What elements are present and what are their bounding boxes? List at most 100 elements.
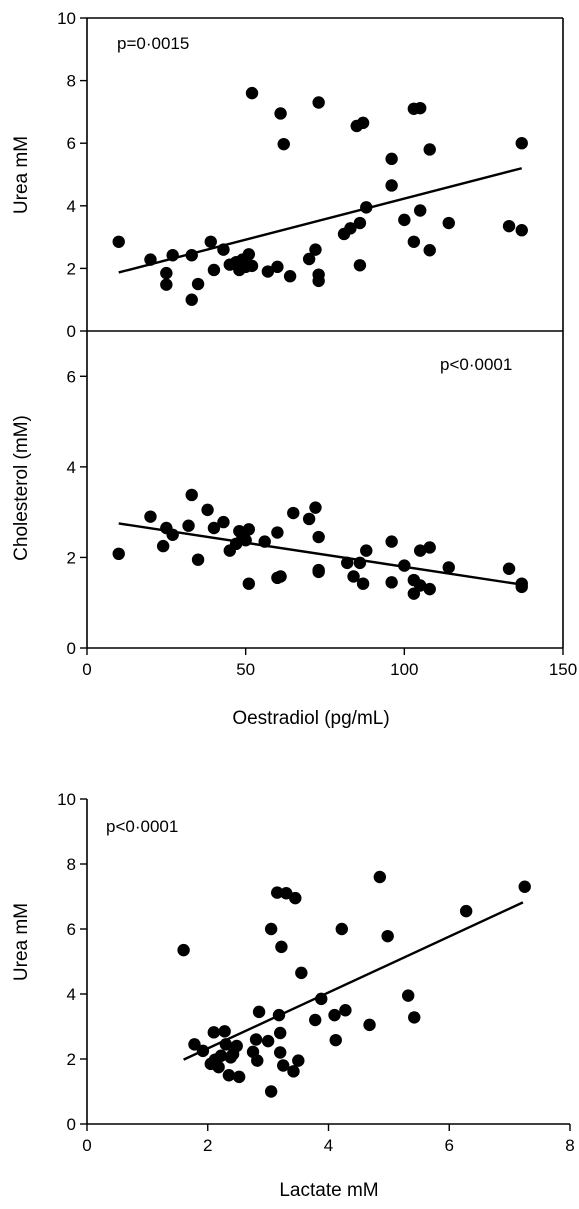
data-point [182, 519, 195, 532]
x-tick-label: 50 [236, 660, 255, 679]
data-point [264, 922, 278, 936]
data-point [414, 544, 427, 557]
data-point [249, 1033, 263, 1046]
data-point [242, 248, 256, 261]
data-point [302, 252, 316, 266]
data-point [515, 580, 528, 594]
data-point [407, 235, 421, 248]
data-point [287, 1065, 300, 1078]
p-value-annotation: p<0·0001 [106, 817, 178, 836]
data-point [112, 547, 125, 561]
data-point [271, 260, 284, 274]
y-axis-title: Urea mM [11, 136, 32, 214]
data-point [385, 152, 398, 166]
data-point [207, 263, 221, 277]
data-point [292, 1054, 305, 1067]
data-point [312, 274, 325, 288]
data-point [312, 563, 325, 577]
data-point [242, 577, 256, 590]
data-point [398, 213, 411, 227]
data-point [212, 1060, 225, 1074]
data-point [222, 1069, 236, 1082]
x-tick-label: 0 [82, 1136, 91, 1155]
data-point [356, 116, 370, 130]
panel-urea-oestradiol: p=0·0015 Urea mM 0 2 4 6 8 10 [11, 9, 564, 341]
data-point [414, 204, 427, 217]
data-point [515, 137, 528, 150]
data-point [277, 137, 290, 151]
data-point [274, 1026, 287, 1040]
data-point [502, 219, 516, 233]
y-tick-label: 0 [67, 322, 76, 341]
y-tick-label: 4 [67, 985, 76, 1004]
data-point [261, 265, 275, 278]
data-point [312, 96, 325, 109]
y-tick-label: 2 [67, 259, 76, 278]
data-point [442, 561, 455, 574]
data-point [381, 929, 394, 943]
data-point [177, 943, 190, 957]
data-point [287, 506, 300, 520]
data-point [401, 989, 415, 1002]
data-point [160, 266, 173, 280]
data-point [289, 891, 302, 905]
data-point [156, 539, 170, 553]
data-point [218, 1025, 231, 1038]
data-point [414, 579, 427, 592]
data-point [160, 278, 173, 291]
data-point [201, 503, 214, 517]
data-point [277, 1059, 290, 1072]
data-point [515, 224, 528, 237]
trend-line [118, 167, 523, 274]
p-value-annotation: p=0·0015 [117, 34, 189, 53]
data-point [518, 880, 531, 893]
y-tick-label: 2 [67, 548, 76, 567]
data-point [144, 510, 157, 523]
data-point [242, 523, 256, 536]
data-point [459, 904, 473, 918]
data-point [283, 270, 297, 283]
data-point [414, 101, 427, 115]
data-point [295, 966, 308, 980]
data-point [353, 216, 367, 230]
data-point [302, 512, 316, 526]
y-axis-title: Urea mM [11, 903, 32, 981]
data-point [188, 1038, 201, 1051]
data-point [502, 562, 516, 575]
data-point [347, 570, 360, 583]
data-point [270, 886, 284, 899]
data-point [423, 244, 436, 257]
data-point [344, 222, 357, 235]
x-tick-label: 100 [390, 660, 418, 679]
y-tick-label: 6 [67, 134, 76, 153]
x-tick-label: 150 [549, 660, 577, 679]
y-tick-label: 0 [67, 639, 76, 658]
panel-urea-lactate: p<0·0001 Urea mM Lactate mM 0 2 4 6 8 10 0 2 4 6 8 [11, 790, 575, 1201]
x-tick-label: 6 [445, 1136, 454, 1155]
data-point [360, 544, 373, 557]
data-point [423, 541, 436, 554]
data-point [185, 488, 198, 502]
data-point [251, 1054, 264, 1067]
data-point [191, 277, 205, 291]
y-tick-label: 4 [67, 197, 76, 216]
x-tick-label: 2 [203, 1136, 212, 1155]
data-point [204, 235, 217, 248]
y-tick-label: 2 [67, 1050, 76, 1069]
data-point [191, 553, 205, 566]
p-value-annotation: p<0·0001 [440, 355, 512, 374]
trend-line [183, 901, 524, 1061]
x-tick-label: 4 [324, 1136, 333, 1155]
data-point [309, 501, 322, 514]
data-point [217, 515, 230, 529]
y-tick-label: 6 [67, 367, 76, 386]
data-point [329, 1033, 342, 1047]
data-point [280, 887, 293, 900]
data-point [274, 570, 287, 583]
data-point [275, 940, 288, 954]
data-point [230, 1039, 243, 1053]
data-point [442, 216, 455, 230]
data-point [328, 1008, 341, 1022]
trend-line [118, 522, 522, 586]
